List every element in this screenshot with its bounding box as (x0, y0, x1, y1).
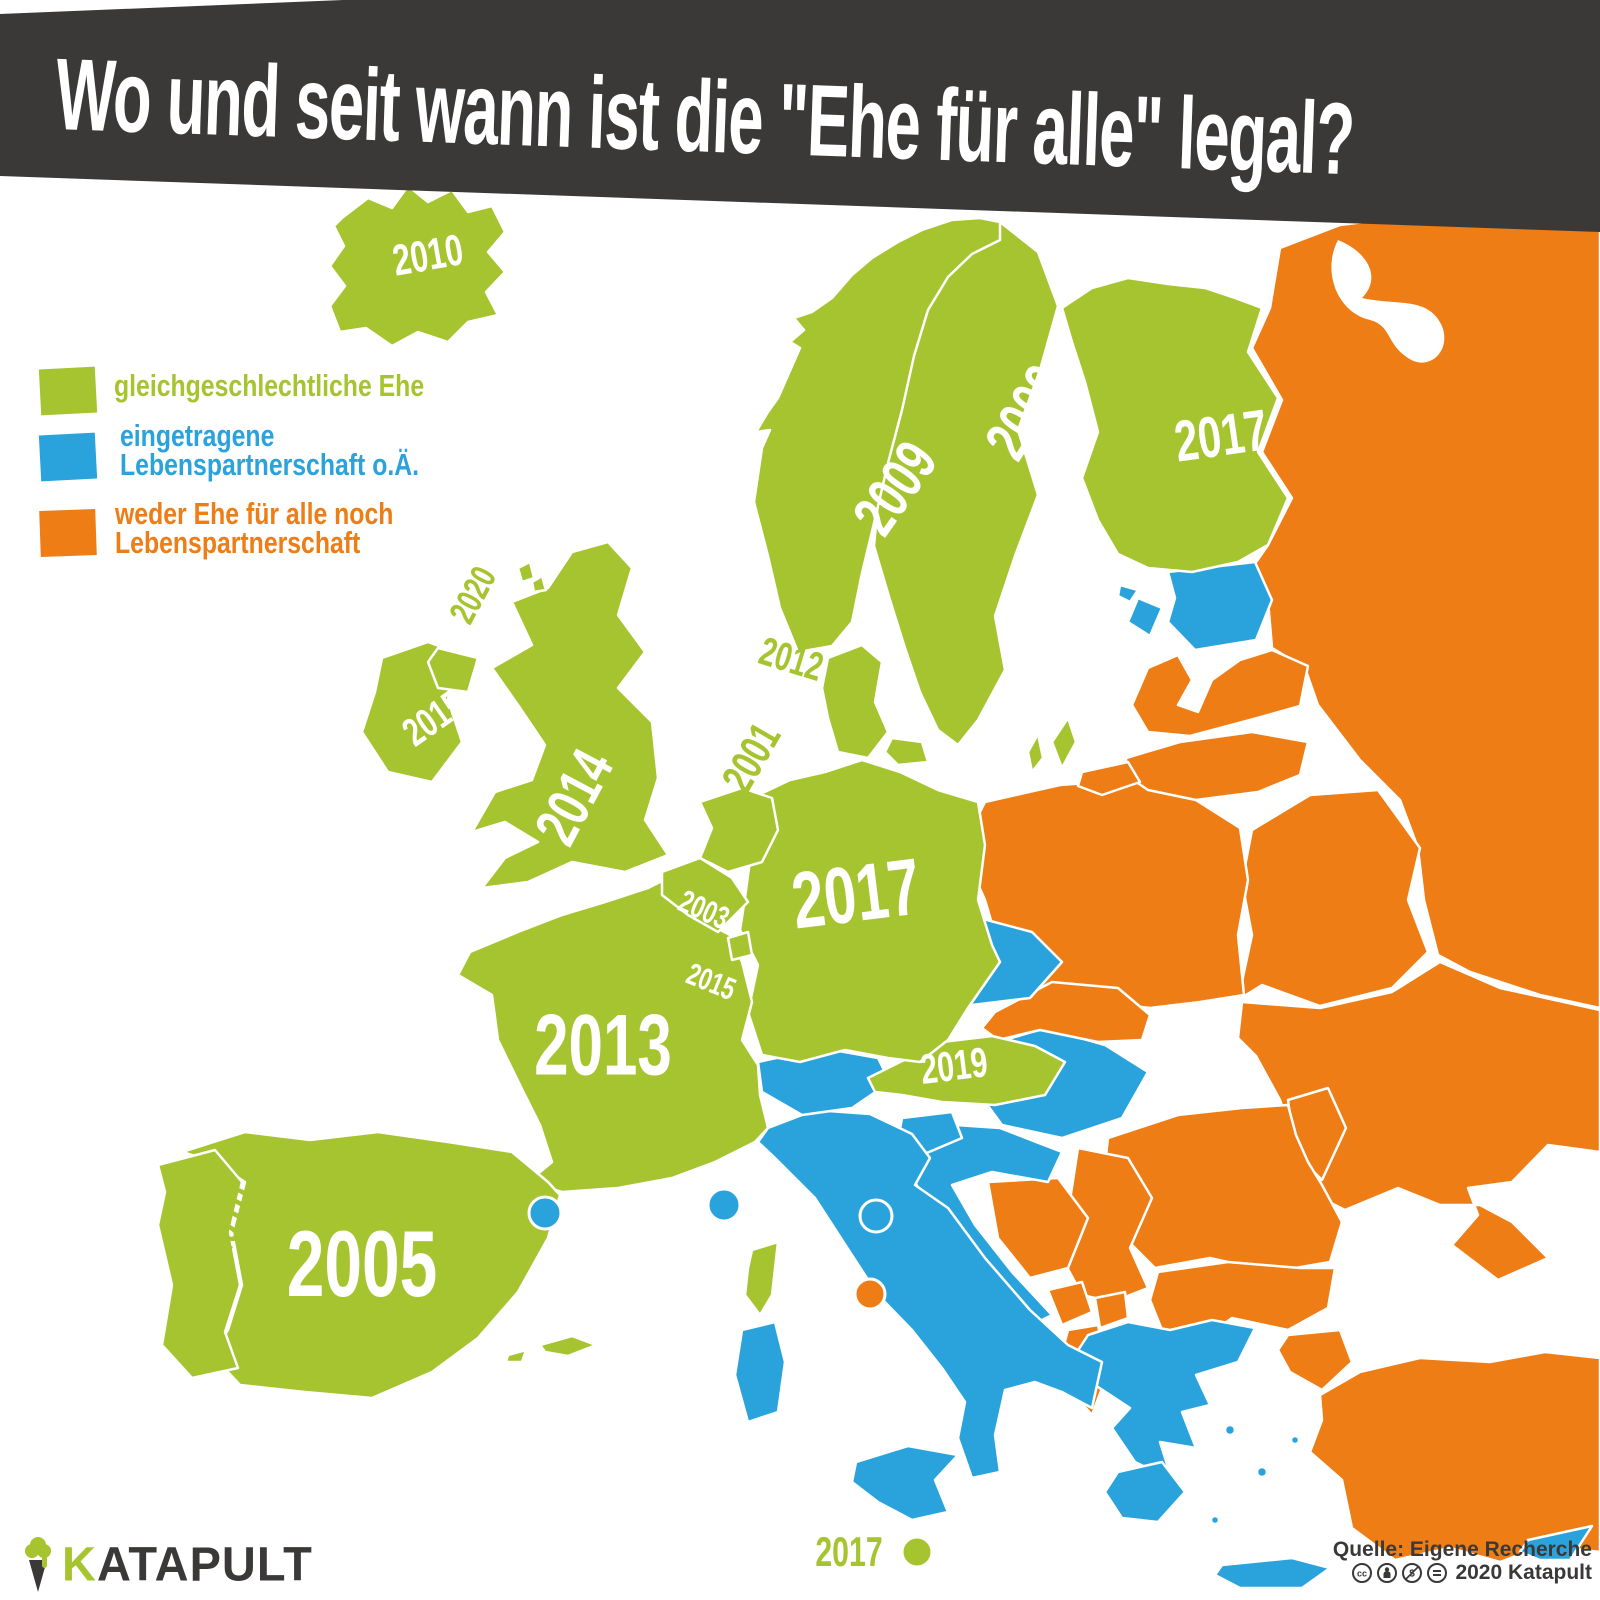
source-block: Quelle: Eigene Recherche cc $ 2020 Katap… (1333, 1538, 1592, 1584)
country-kosovo (1093, 1290, 1130, 1330)
legend-label-none: weder Ehe für alle noch Lebenspartnersch… (115, 498, 393, 560)
country-sweden-gotland (1050, 716, 1078, 770)
country-estonia-saaremaa (1126, 596, 1164, 638)
legend-label-marriage-line1: gleichgeschlechtliche Ehe (114, 368, 425, 403)
white-sea (1331, 240, 1445, 363)
year-label-germany: 2017 (786, 841, 925, 946)
katapult-wordmark: KATAPULT (62, 1535, 313, 1591)
country-greece-peloponnese (1103, 1460, 1187, 1524)
country-germany (738, 758, 1002, 1064)
cc-by-icon (1377, 1562, 1398, 1583)
country-luxembourg (726, 930, 754, 962)
country-faroe-islands (516, 560, 536, 584)
country-iceland (328, 184, 507, 348)
source-year: 2020 Katapult (1455, 1561, 1592, 1585)
country-faroe-islands-2 (530, 574, 548, 594)
san-marino-dot (858, 1198, 894, 1234)
country-italy-sicily (850, 1444, 960, 1522)
year-label-austria: 2019 (917, 1038, 991, 1093)
ice-cream-icon (25, 1537, 51, 1592)
country-france-corsica (743, 1240, 780, 1317)
country-portugal (156, 1148, 244, 1380)
legend-label-none-line1: weder Ehe für alle noch (115, 496, 394, 531)
country-sweden-oland (1026, 732, 1045, 774)
monaco-dot (706, 1187, 742, 1223)
country-belarus (1236, 788, 1430, 1008)
country-spain (180, 1130, 562, 1400)
country-italy-sardinia (733, 1320, 787, 1424)
country-estonia-hiiumaa (1116, 583, 1140, 604)
greece-island (1209, 1514, 1221, 1526)
cc-nd-icon (1427, 1562, 1448, 1583)
country-united-kingdom (470, 540, 670, 890)
svg-text:cc: cc (1357, 1568, 1367, 1578)
katapult-rest: ATAPULT (96, 1536, 313, 1591)
country-greece (1073, 1318, 1257, 1482)
vatican-dot (853, 1277, 887, 1311)
legend-label-marriage: gleichgeschlechtliche Ehe (114, 370, 424, 401)
country-denmark (820, 643, 890, 760)
legend-swatch-none (39, 509, 97, 557)
greece-island (1289, 1434, 1301, 1446)
greece-island (1223, 1423, 1237, 1437)
country-turkey-european (1276, 1328, 1354, 1392)
country-latvia (1130, 648, 1310, 738)
country-estonia (1166, 560, 1274, 652)
cc-icon: cc (1352, 1562, 1373, 1583)
legend-label-partnership-line2: Lebenspartnerschaft o.Ä. (120, 446, 420, 482)
year-label-spain: 2005 (286, 1211, 438, 1316)
legend-swatch-marriage (38, 366, 98, 416)
country-greece-crete (1213, 1556, 1332, 1590)
katapult-k: K (62, 1536, 97, 1591)
malta-dot (900, 1535, 934, 1569)
country-lithuania (1124, 730, 1310, 802)
country-italy (756, 1108, 1104, 1480)
source-line2: cc $ 2020 Katapult (1333, 1561, 1592, 1584)
country-turkey (1308, 1350, 1600, 1564)
country-spain-mallorca (538, 1334, 598, 1358)
country-denmark-zealand (883, 736, 930, 767)
country-russia-kaliningrad (1076, 760, 1142, 797)
country-spain-ibiza (504, 1348, 528, 1364)
country-belgium (660, 856, 750, 934)
legend-label-partnership: eingetragene Lebenspartnerschaft o.Ä. (120, 420, 420, 482)
katapult-logo: KATAPULT (20, 1536, 313, 1594)
page-title: Wo und seit wann ist die "Ehe für alle" … (53, 36, 1356, 197)
greece-island (1255, 1465, 1269, 1479)
year-label-france: 2013 (534, 997, 672, 1094)
country-bosnia (986, 1176, 1090, 1280)
cc-nc-icon: $ (1402, 1562, 1423, 1583)
year-label-malta: 2017 (815, 1528, 883, 1575)
country-finland (1060, 276, 1290, 574)
country-netherlands (698, 786, 780, 874)
legend-label-partnership-line1: eingetragene (120, 418, 275, 453)
country-montenegro (1046, 1280, 1094, 1327)
year-label-finland: 2017 (1170, 397, 1272, 475)
legend-swatch-partnership (38, 432, 98, 482)
legend-label-none-line2: Lebenspartnerschaft (115, 524, 361, 560)
andorra-dot (527, 1195, 563, 1231)
country-france (456, 866, 770, 1194)
svg-text:$: $ (1410, 1568, 1416, 1579)
country-northern-ireland (426, 646, 480, 694)
country-norway (752, 216, 1002, 654)
country-cyprus (1518, 1524, 1594, 1562)
country-russia (1250, 190, 1600, 1010)
source-line1: Quelle: Eigene Recherche (1332, 1538, 1592, 1561)
